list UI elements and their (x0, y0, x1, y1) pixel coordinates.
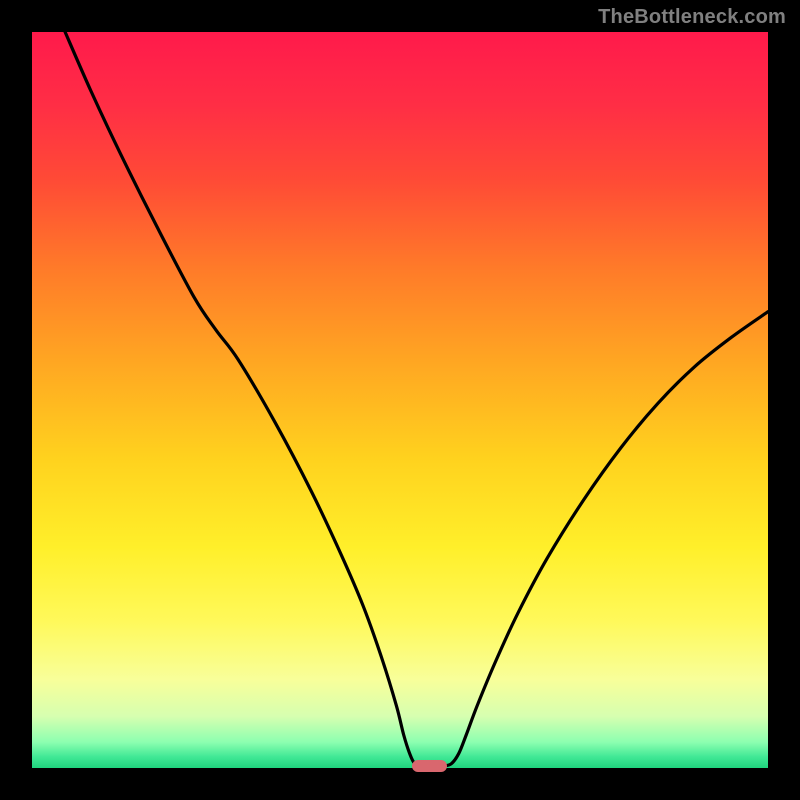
optimum-marker (412, 760, 447, 772)
chart-frame: TheBottleneck.com (0, 0, 800, 800)
attribution-text: TheBottleneck.com (598, 6, 786, 29)
plot-area (32, 32, 768, 768)
curve-path (65, 32, 768, 766)
bottleneck-curve (32, 32, 768, 768)
